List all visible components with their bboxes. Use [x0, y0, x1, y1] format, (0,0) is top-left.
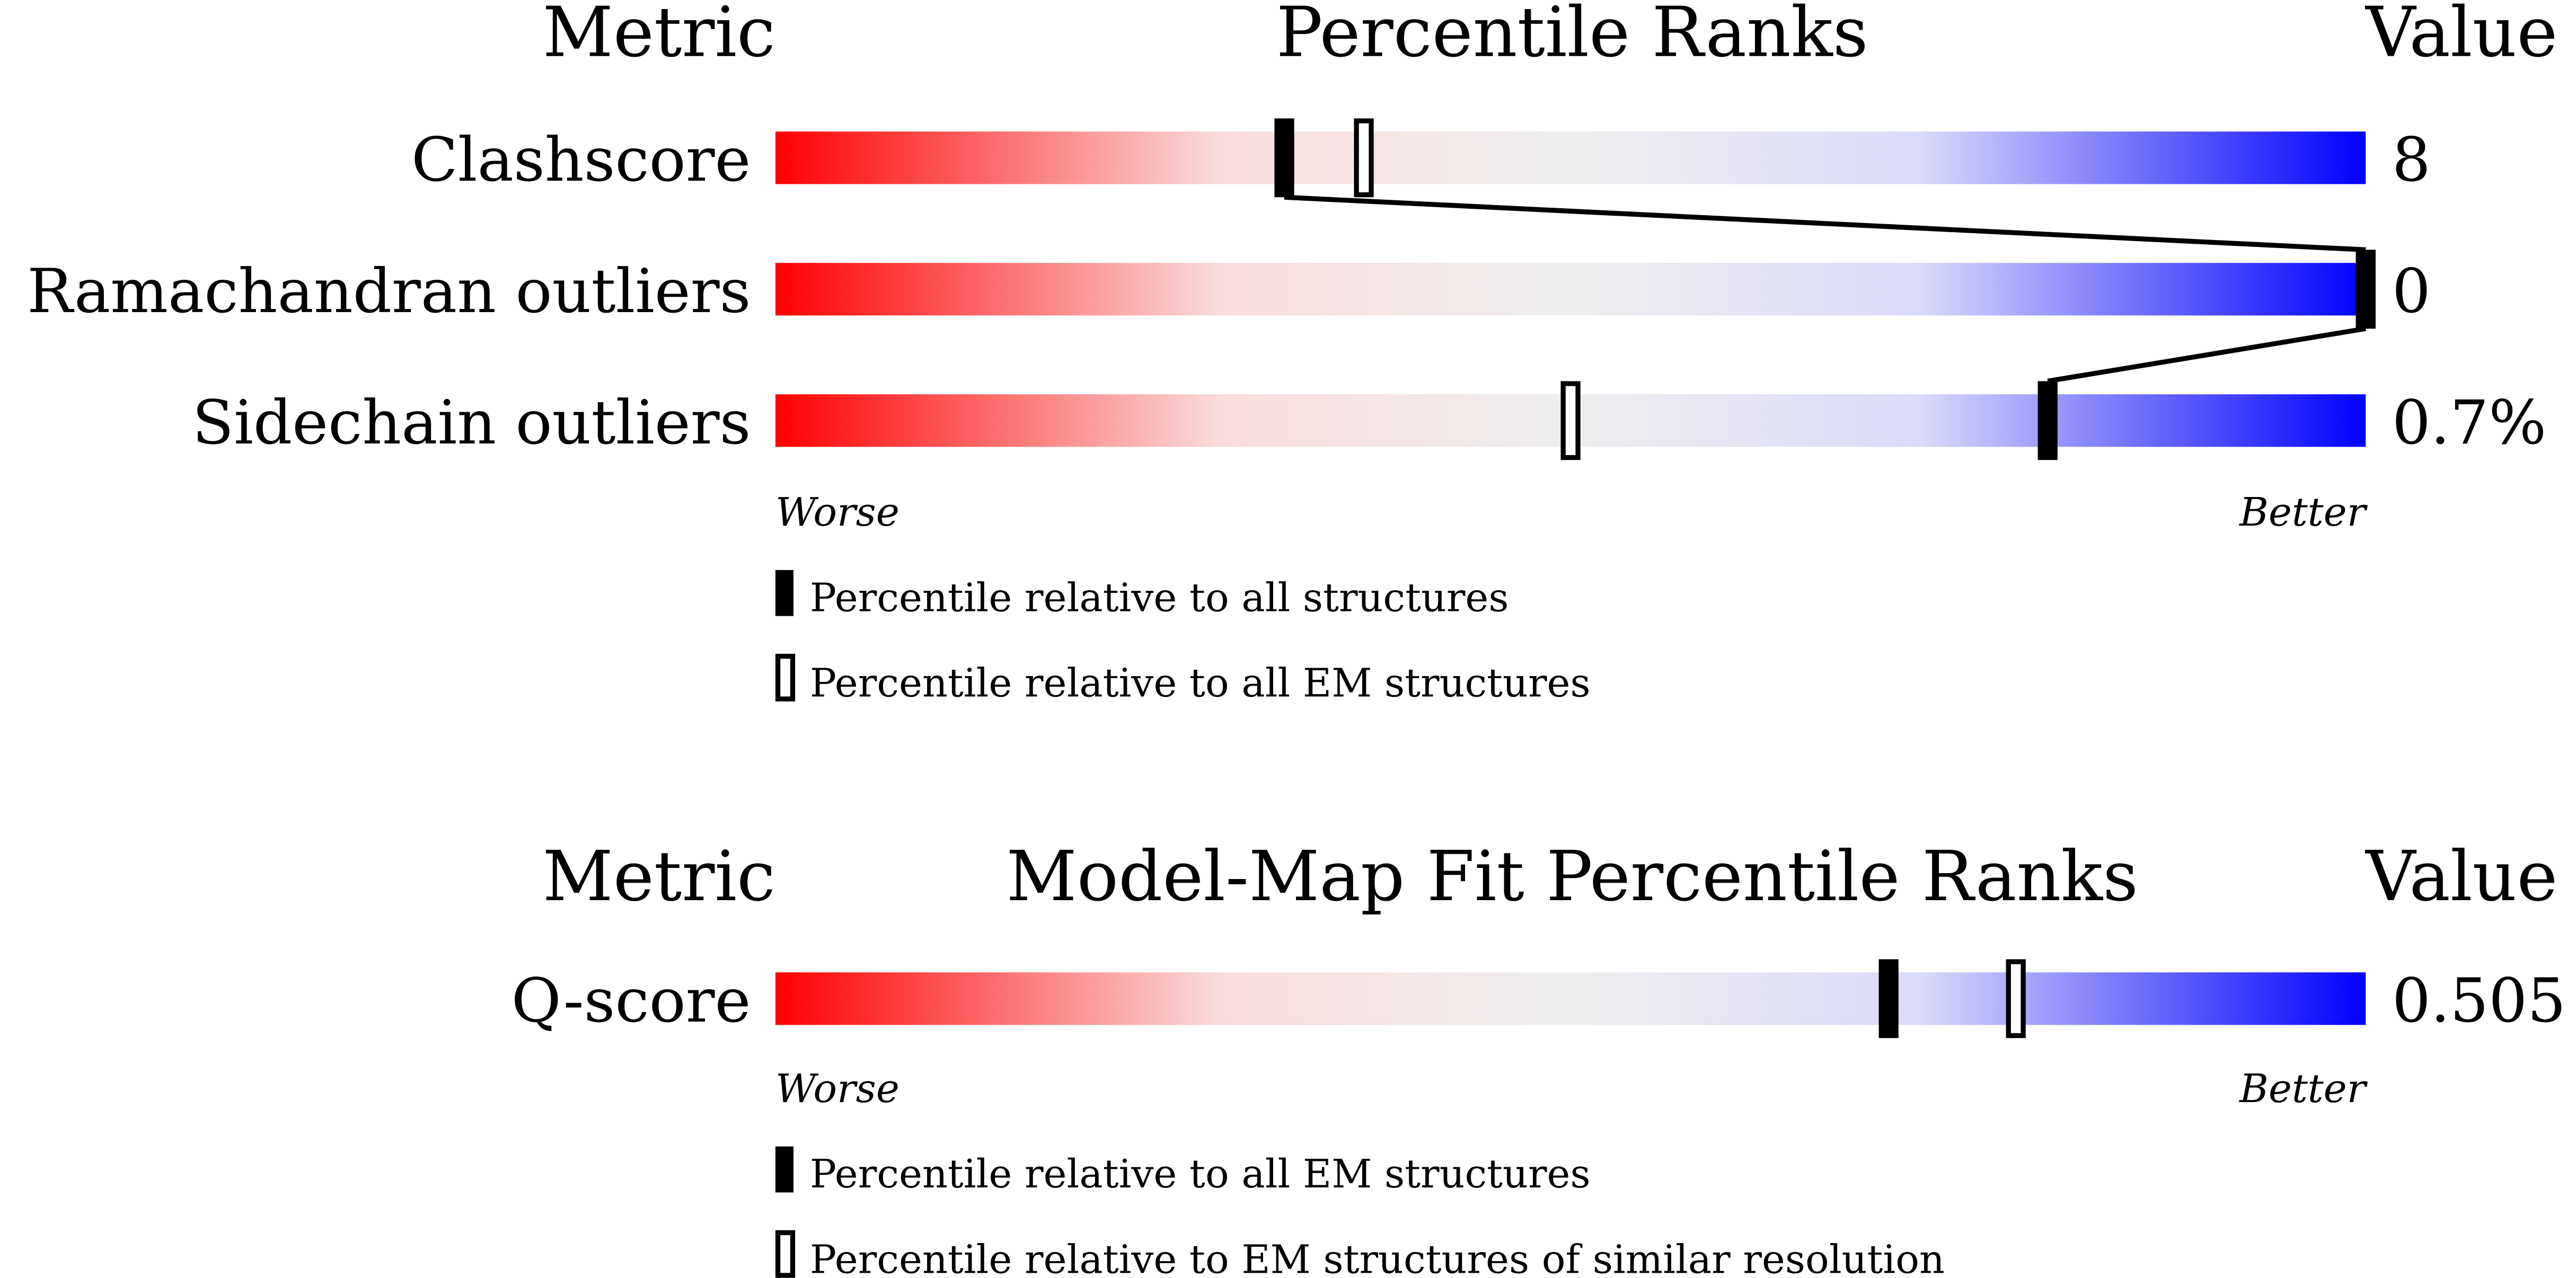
all-percentile-marker — [2037, 381, 2058, 460]
subset-percentile-marker — [2006, 959, 2026, 1039]
connector-lines — [1284, 194, 2367, 384]
metric-header: Metric — [543, 836, 775, 917]
metric-label: Ramachandran outliers — [27, 256, 751, 327]
all-percentile-marker — [1878, 959, 1899, 1039]
better-label: Better — [2238, 1066, 2368, 1112]
connector-line — [2047, 326, 2367, 384]
metric-value: 0 — [2392, 256, 2431, 327]
metric-header: Metric — [543, 0, 775, 73]
legend-open-label: Percentile relative to EM structures of … — [810, 1236, 1945, 1278]
metric-value: 8 — [2392, 125, 2431, 196]
percentile-bar — [775, 263, 2366, 316]
subset-percentile-marker — [1354, 118, 1374, 198]
legend-filled-marker — [775, 1146, 794, 1193]
connector-line — [1284, 194, 2366, 253]
chart-title: Model-Map Fit Percentile Ranks — [1006, 836, 2138, 917]
legend-open-marker — [775, 1230, 796, 1278]
legend-filled-label: Percentile relative to all structures — [810, 574, 1509, 620]
metric-label: Sidechain outliers — [192, 388, 751, 458]
percentile-bar — [775, 131, 2366, 184]
percentile-panel: Clashscore 8 Ramachandran outliers 0 Sidecha… — [27, 118, 2546, 460]
all-percentile-marker — [2356, 250, 2376, 329]
worse-label: Worse — [775, 1066, 899, 1112]
metric-label: Q-score — [511, 966, 751, 1036]
subset-percentile-marker — [1560, 381, 1581, 460]
value-header: Value — [2365, 836, 2557, 917]
model-map-fit-panel: Q-score 0.505 — [511, 959, 2566, 1039]
legend-filled-label: Percentile relative to all EM structures — [810, 1151, 1591, 1197]
chart-title: Percentile Ranks — [1276, 0, 1868, 73]
better-label: Better — [2238, 489, 2368, 535]
value-header: Value — [2365, 0, 2557, 73]
metric-label: Clashscore — [411, 125, 751, 196]
legend-open-marker — [775, 653, 796, 702]
legend-filled-marker — [775, 570, 794, 616]
metric-value: 0.7% — [2392, 388, 2546, 458]
legend-open-label: Percentile relative to all EM structures — [810, 660, 1591, 706]
all-percentile-marker — [1274, 118, 1294, 198]
worse-label: Worse — [775, 489, 899, 535]
metric-value: 0.505 — [2392, 966, 2566, 1036]
percentile-bar — [775, 972, 2366, 1025]
